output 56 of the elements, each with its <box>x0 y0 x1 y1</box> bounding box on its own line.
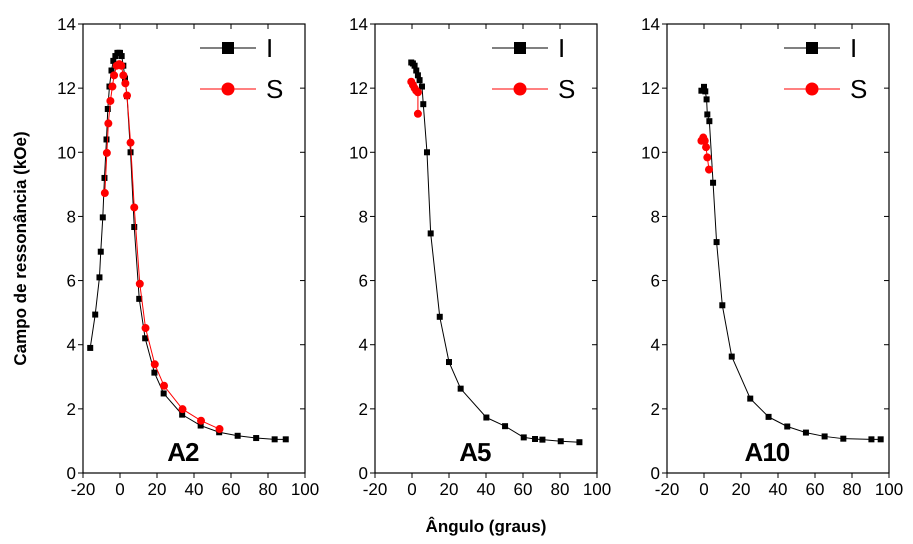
x-tick-label: 60 <box>222 480 240 499</box>
y-tick-label: 14 <box>641 15 660 34</box>
x-tick-label: 40 <box>476 480 496 499</box>
y-tick-label: 2 <box>358 400 368 419</box>
x-tick-label: 0 <box>699 480 709 499</box>
y-tick-label: 12 <box>57 79 76 98</box>
y-tick-label: 8 <box>650 207 660 226</box>
x-tick-label: 80 <box>842 480 862 499</box>
y-tick-label: 12 <box>349 79 368 98</box>
y-tick-label: 8 <box>358 207 368 226</box>
x-tick-label: 20 <box>440 480 458 499</box>
y-tick-label: 12 <box>641 79 660 98</box>
legend-label: I <box>266 33 274 63</box>
x-tick-label: 80 <box>258 480 278 499</box>
y-axis-title: Campo de ressonância (kOe) <box>11 131 30 366</box>
x-tick-label: -20 <box>70 480 96 499</box>
legend-label: S <box>558 74 576 104</box>
x-tick-label: 100 <box>874 480 904 499</box>
y-tick-label: 14 <box>349 15 368 34</box>
annotation: A5 <box>459 437 492 467</box>
y-tick-label: 6 <box>66 272 76 291</box>
x-tick-label: 0 <box>115 480 125 499</box>
annotation: A2 <box>167 437 200 467</box>
y-tick-label: 8 <box>66 207 76 226</box>
y-tick-label: 4 <box>66 336 76 355</box>
x-tick-label: -20 <box>654 480 680 499</box>
annotation: A10 <box>744 437 790 467</box>
legend-label: I <box>850 33 858 63</box>
x-tick-label: 0 <box>407 480 417 499</box>
x-tick-label: 60 <box>514 480 532 499</box>
y-tick-label: 0 <box>66 464 76 483</box>
x-tick-label: 40 <box>184 480 204 499</box>
x-tick-label: 100 <box>290 480 320 499</box>
x-tick-label: -20 <box>362 480 388 499</box>
y-tick-label: 0 <box>358 464 368 483</box>
x-tick-label: 20 <box>148 480 166 499</box>
y-tick-label: 2 <box>66 400 76 419</box>
legend-label: I <box>558 33 566 63</box>
y-tick-label: 0 <box>650 464 660 483</box>
y-tick-label: 14 <box>57 15 76 34</box>
x-tick-label: 100 <box>582 480 612 499</box>
x-axis-title: Ângulo (graus) <box>426 516 546 536</box>
x-tick-label: 80 <box>550 480 570 499</box>
y-tick-label: 10 <box>349 143 368 162</box>
legend-label: S <box>850 74 868 104</box>
y-tick-label: 4 <box>358 336 368 355</box>
y-tick-label: 6 <box>650 272 660 291</box>
y-tick-label: 4 <box>650 336 660 355</box>
y-tick-label: 2 <box>650 400 660 419</box>
legend-label: S <box>266 74 284 104</box>
y-tick-label: 10 <box>641 143 660 162</box>
x-tick-label: 60 <box>806 480 824 499</box>
x-tick-label: 40 <box>768 480 788 499</box>
y-tick-label: 6 <box>358 272 368 291</box>
x-tick-label: 20 <box>732 480 750 499</box>
y-tick-label: 10 <box>57 143 76 162</box>
